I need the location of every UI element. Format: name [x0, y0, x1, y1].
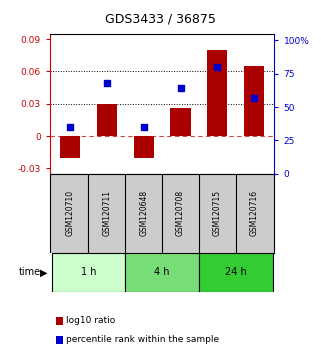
Text: GSM120648: GSM120648: [139, 190, 148, 236]
Text: time: time: [18, 267, 40, 277]
Point: [67, 124, 73, 130]
Bar: [60, 136, 80, 158]
Text: 1 h: 1 h: [81, 267, 96, 277]
Bar: [170, 108, 191, 136]
Bar: [134, 136, 154, 158]
Point: [141, 124, 146, 130]
Bar: [199, 253, 273, 292]
Text: log10 ratio: log10 ratio: [66, 316, 115, 325]
Point: [104, 80, 109, 86]
Bar: [125, 253, 199, 292]
Bar: [207, 50, 228, 136]
Text: percentile rank within the sample: percentile rank within the sample: [66, 335, 219, 344]
Text: GSM120715: GSM120715: [213, 190, 222, 236]
Bar: [97, 104, 117, 136]
Text: ▶: ▶: [40, 267, 48, 277]
Bar: [52, 253, 125, 292]
Text: 24 h: 24 h: [225, 267, 247, 277]
Text: GSM120716: GSM120716: [250, 190, 259, 236]
Point: [252, 95, 257, 101]
Text: 4 h: 4 h: [154, 267, 170, 277]
Text: GDS3433 / 36875: GDS3433 / 36875: [105, 12, 216, 25]
Text: GSM120710: GSM120710: [65, 190, 74, 236]
Text: GSM120711: GSM120711: [102, 190, 111, 236]
Point: [215, 64, 220, 70]
Bar: [244, 66, 264, 136]
Text: GSM120708: GSM120708: [176, 190, 185, 236]
Point: [178, 86, 183, 91]
